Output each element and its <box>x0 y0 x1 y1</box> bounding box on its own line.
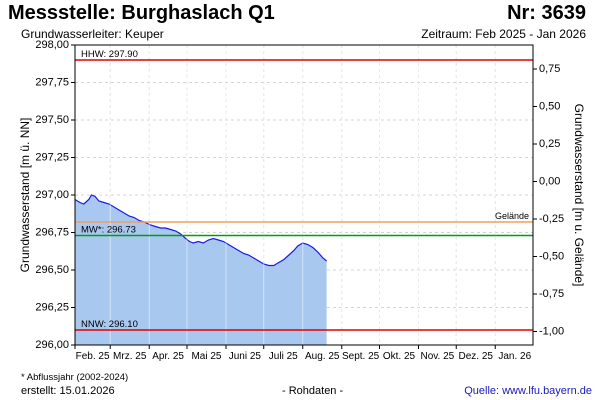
created-date: erstellt: 15.01.2026 <box>21 385 115 397</box>
water-level-line <box>74 194 327 267</box>
y-tick-label: 297,75 <box>35 76 69 88</box>
x-tick-label: Sept. 25 <box>342 351 380 362</box>
y-tick-label: 296,00 <box>35 339 69 351</box>
source-link[interactable]: Quelle: www.lfu.bayern.de <box>464 385 592 397</box>
y2-tick-label: 0,75 <box>539 63 560 75</box>
reference-line-label: MW*: 296.73 <box>81 225 136 236</box>
y-tick-label: 296,50 <box>35 264 69 276</box>
y2-tick-label: 0,00 <box>539 175 560 187</box>
y2-tick-label: 0,25 <box>539 138 560 150</box>
page-title: Messstelle: Burghaslach Q1 <box>8 2 275 24</box>
reference-line-label: Gelände <box>495 211 529 221</box>
footnote: * Abflussjahr (2002-2024) <box>21 372 129 383</box>
x-tick-label: Feb. 25 <box>76 351 110 362</box>
x-tick-label: Nov. 25 <box>421 351 455 362</box>
x-tick-label: Mai 25 <box>191 351 221 362</box>
y-tick-label: 296,25 <box>35 301 69 313</box>
x-tick-label: Apr. 25 <box>152 351 184 362</box>
y-axis-label: Grundwasserstand [m ü. NN] <box>18 118 32 273</box>
x-tick-label: Jan. 26 <box>498 351 531 362</box>
y-tick-label: 297,00 <box>35 189 69 201</box>
y-tick-label: 297,50 <box>35 114 69 126</box>
y2-axis-label: Grundwasserstand [m u. Gelände] <box>572 104 586 287</box>
y-tick-label: 298,00 <box>35 39 69 51</box>
y-tick-label: 296,75 <box>35 226 69 238</box>
period-label: Zeitraum: Feb 2025 - Jan 2026 <box>421 27 586 41</box>
y2-tick-label: -1,00 <box>539 325 564 337</box>
station-number: Nr: 3639 <box>507 2 586 24</box>
x-tick-label: Dez. 25 <box>459 351 494 362</box>
x-tick-label: Aug. 25 <box>305 351 340 362</box>
y2-tick-label: -0,50 <box>539 250 564 262</box>
y2-tick-label: -0,75 <box>539 288 564 300</box>
x-tick-label: Mrz. 25 <box>113 351 147 362</box>
aquifer-subtitle: Grundwasserleiter: Keuper <box>21 27 164 41</box>
y-tick-label: 297,25 <box>35 151 69 163</box>
y2-tick-label: 0,50 <box>539 100 560 112</box>
x-tick-label: Juni 25 <box>229 351 262 362</box>
reference-line-label: NNW: 296.10 <box>81 319 138 330</box>
reference-line-label: HHW: 297.90 <box>81 49 138 60</box>
x-tick-label: Okt. 25 <box>383 351 416 362</box>
raw-data-label: - Rohdaten - <box>282 385 344 397</box>
x-tick-label: Juli 25 <box>269 351 298 362</box>
y2-tick-label: -0,25 <box>539 213 564 225</box>
